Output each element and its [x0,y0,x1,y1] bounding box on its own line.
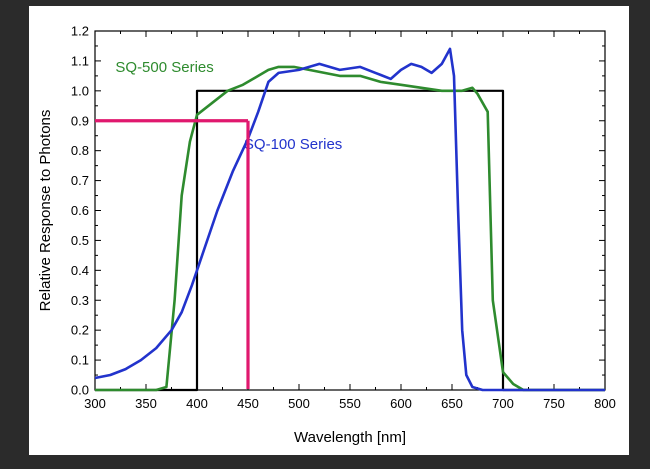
y-tick-label: 0.3 [71,293,89,308]
x-tick-label: 450 [237,396,259,411]
x-tick-label: 350 [135,396,157,411]
x-tick-label: 400 [186,396,208,411]
series-line-sq-100-series [94,47,605,392]
y-tick-label: 0.5 [71,233,89,248]
chart-svg: 300 350 400 450 500 550 600 650 700 750 800 0.0 0.1 0… [37,24,616,447]
series-label-sq-100: SQ-100 Series [244,136,342,153]
x-tick-label: 800 [594,396,616,411]
y-tick-label: 0.1 [71,353,89,368]
y-tick-label: 0.7 [71,173,89,188]
y-tick-label: 0.2 [71,323,89,338]
x-tick-label: 650 [441,396,463,411]
y-tick-label: 0.9 [71,113,89,128]
x-tick-label: 300 [84,396,106,411]
x-axis-title: Wavelength [nm] [294,429,406,446]
x-tick-label: 700 [492,396,514,411]
x-tick-label: 750 [543,396,565,411]
series-label-sq-500: SQ-500 Series [115,59,213,76]
series-line-sq-500-series [95,65,605,392]
chart-panel: 300 350 400 450 500 550 600 650 700 750 800 0.0 0.1 0… [29,6,629,455]
x-tick-label: 550 [339,396,361,411]
y-tick-label: 0.0 [71,383,89,398]
y-tick-label: 0.4 [71,263,89,278]
y-axis-title: Relative Response to Photons [37,110,54,312]
y-tick-label: 0.8 [71,143,89,158]
y-tick-label: 1.2 [71,24,89,39]
y-tick-label: 1.0 [71,83,89,98]
y-tick-label: 0.6 [71,203,89,218]
y-tick-label: 1.1 [71,53,89,68]
x-tick-label: 500 [288,396,310,411]
x-tick-label: 600 [390,396,412,411]
